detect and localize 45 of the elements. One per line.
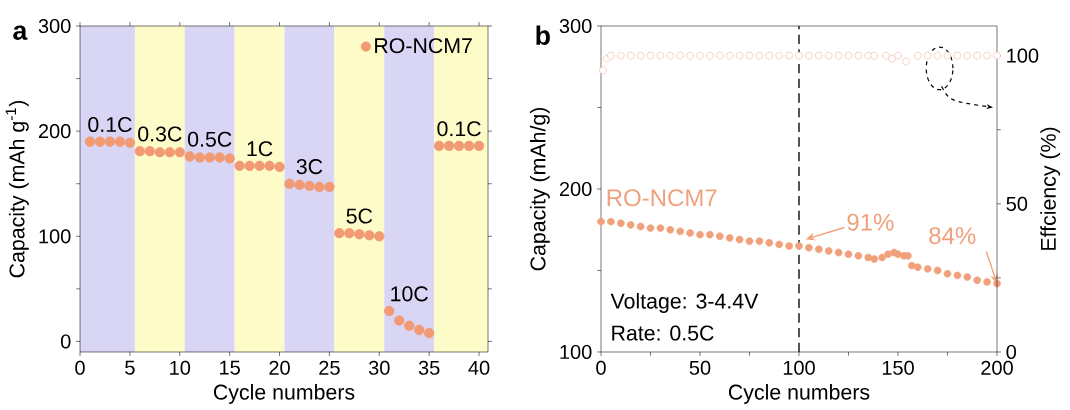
x-axis-title: Cycle numbers [213, 384, 355, 404]
x-tick-label: 35 [418, 360, 440, 375]
band-label: 10C [391, 286, 428, 302]
x-tick-label: 50 [689, 360, 711, 375]
y2-tick-label: 50 [1006, 196, 1028, 211]
annotation: Voltage: 3-4.4V [610, 293, 759, 313]
annotation: 91% [847, 213, 894, 231]
band-label: 0.1C [437, 121, 481, 137]
x-tick-label: 10 [170, 360, 191, 375]
band-label: 1C [247, 141, 273, 157]
y2-tick-label: 100 [1007, 48, 1039, 63]
legend-label: RO-NCM7 [375, 38, 472, 54]
band-label: 0.1C [88, 116, 132, 133]
band-label: 0.3C [138, 126, 182, 142]
y2-tick-label: 0 [1006, 344, 1017, 360]
y-tick-label: 100 [560, 344, 592, 360]
series-label: RO-NCM7 [607, 189, 717, 207]
x-axis-title: Cycle numbers [728, 384, 870, 404]
x-tick-label: 30 [368, 360, 390, 375]
x-tick-label: 15 [220, 360, 240, 375]
y-axis-title: Capacity (mAh g$^{-1}$) [5, 100, 29, 278]
chart-title: a [13, 25, 28, 40]
y-axis-title: Capacity (mAh/g) [529, 107, 550, 271]
band-label: 5C [346, 208, 373, 224]
x-tick-label: 25 [319, 360, 340, 375]
band-label: 0.5C [188, 131, 232, 147]
x-tick-label: 40 [468, 360, 490, 375]
x-tick-label: 5 [125, 360, 135, 375]
y-tick-label: 200 [559, 181, 592, 197]
y-tick-label: 100 [39, 229, 71, 244]
x-tick-label: 0 [596, 360, 606, 375]
y-tick-label: 300 [38, 18, 71, 34]
x-tick-label: 150 [882, 360, 914, 375]
y-tick-label: 0 [60, 334, 71, 349]
y-tick-label: 300 [559, 18, 592, 34]
annotation: 84% [929, 227, 976, 245]
x-tick-label: 0 [75, 360, 85, 375]
x-tick-label: 200 [981, 360, 1013, 375]
chart-title: b [536, 25, 550, 45]
annotation: Rate: 0.5C [612, 325, 714, 341]
y-tick-label: 200 [38, 124, 71, 139]
y2-axis-title: Effciency (%) [1040, 127, 1061, 250]
band-label: 3C [296, 159, 323, 175]
x-tick-label: 20 [269, 360, 290, 375]
x-tick-label: 100 [783, 360, 815, 375]
